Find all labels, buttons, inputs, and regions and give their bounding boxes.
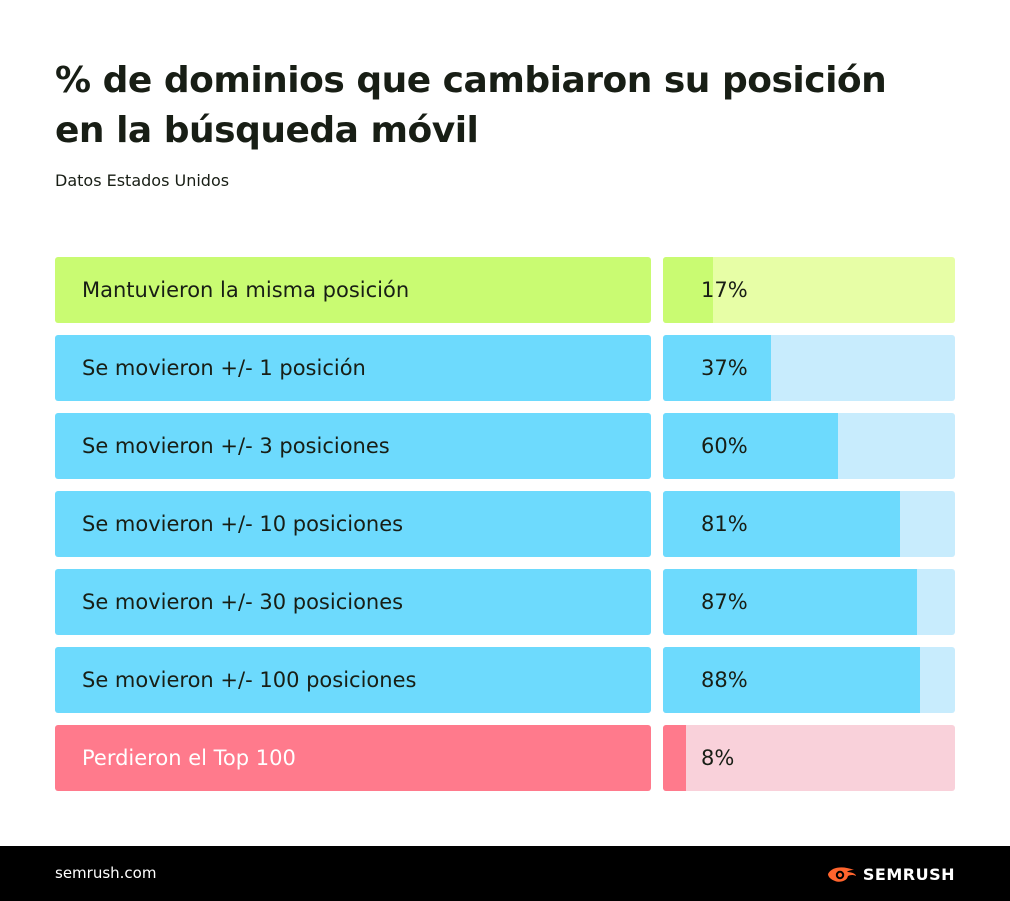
bar-value-label: 87% [701,590,748,614]
bar-row: Se movieron +/- 100 posiciones 88% [55,647,955,713]
brand-name: SEMRUSH [862,864,955,884]
bar-track: 37% [663,335,955,401]
bar-track: 17% [663,257,955,323]
bar-row: Perdieron el Top 100 8% [55,725,955,791]
bar-track: 81% [663,491,955,557]
bar [663,725,686,791]
bar [663,647,920,713]
bar [663,413,838,479]
bar-row: Se movieron +/- 30 posiciones 87% [55,569,955,635]
chart-title: % de dominios que cambiaron su posición … [55,60,887,151]
bar-row: Se movieron +/- 3 posiciones 60% [55,413,955,479]
bar-category-label: Se movieron +/- 30 posiciones [55,569,651,635]
bar-value-label: 60% [701,434,748,458]
bar-category-label: Se movieron +/- 100 posiciones [55,647,651,713]
bar-value-label: 8% [701,746,735,770]
bar-track: 88% [663,647,955,713]
brand-logo: SEMRUSH [826,864,955,884]
bar [663,569,917,635]
semrush-fire-icon [827,867,856,882]
bar-row: Se movieron +/- 10 posiciones 81% [55,491,955,557]
bar-value-label: 81% [701,512,748,536]
bar-category-label: Mantuvieron la misma posición [55,257,651,323]
bar-track: 60% [663,413,955,479]
bar-value-label: 37% [701,356,748,380]
bar [663,491,900,557]
bar-track: 87% [663,569,955,635]
bar [663,335,771,401]
bar-category-label: Se movieron +/- 1 posición [55,335,651,401]
bar-value-label: 88% [701,668,748,692]
bar-track: 8% [663,725,955,791]
bar-category-label: Se movieron +/- 10 posiciones [55,491,651,557]
bar-category-label: Perdieron el Top 100 [55,725,651,791]
bar-value-label: 17% [701,278,748,302]
footer-site-link[interactable]: semrush.com [55,864,157,882]
bar-row: Mantuvieron la misma posición 17% [55,257,955,323]
footer: semrush.com SEMRUSH [0,846,1010,901]
bar [663,257,713,323]
chart-subtitle: Datos Estados Unidos [55,171,230,190]
bar-category-label: Se movieron +/- 3 posiciones [55,413,651,479]
bar-row: Se movieron +/- 1 posición 37% [55,335,955,401]
